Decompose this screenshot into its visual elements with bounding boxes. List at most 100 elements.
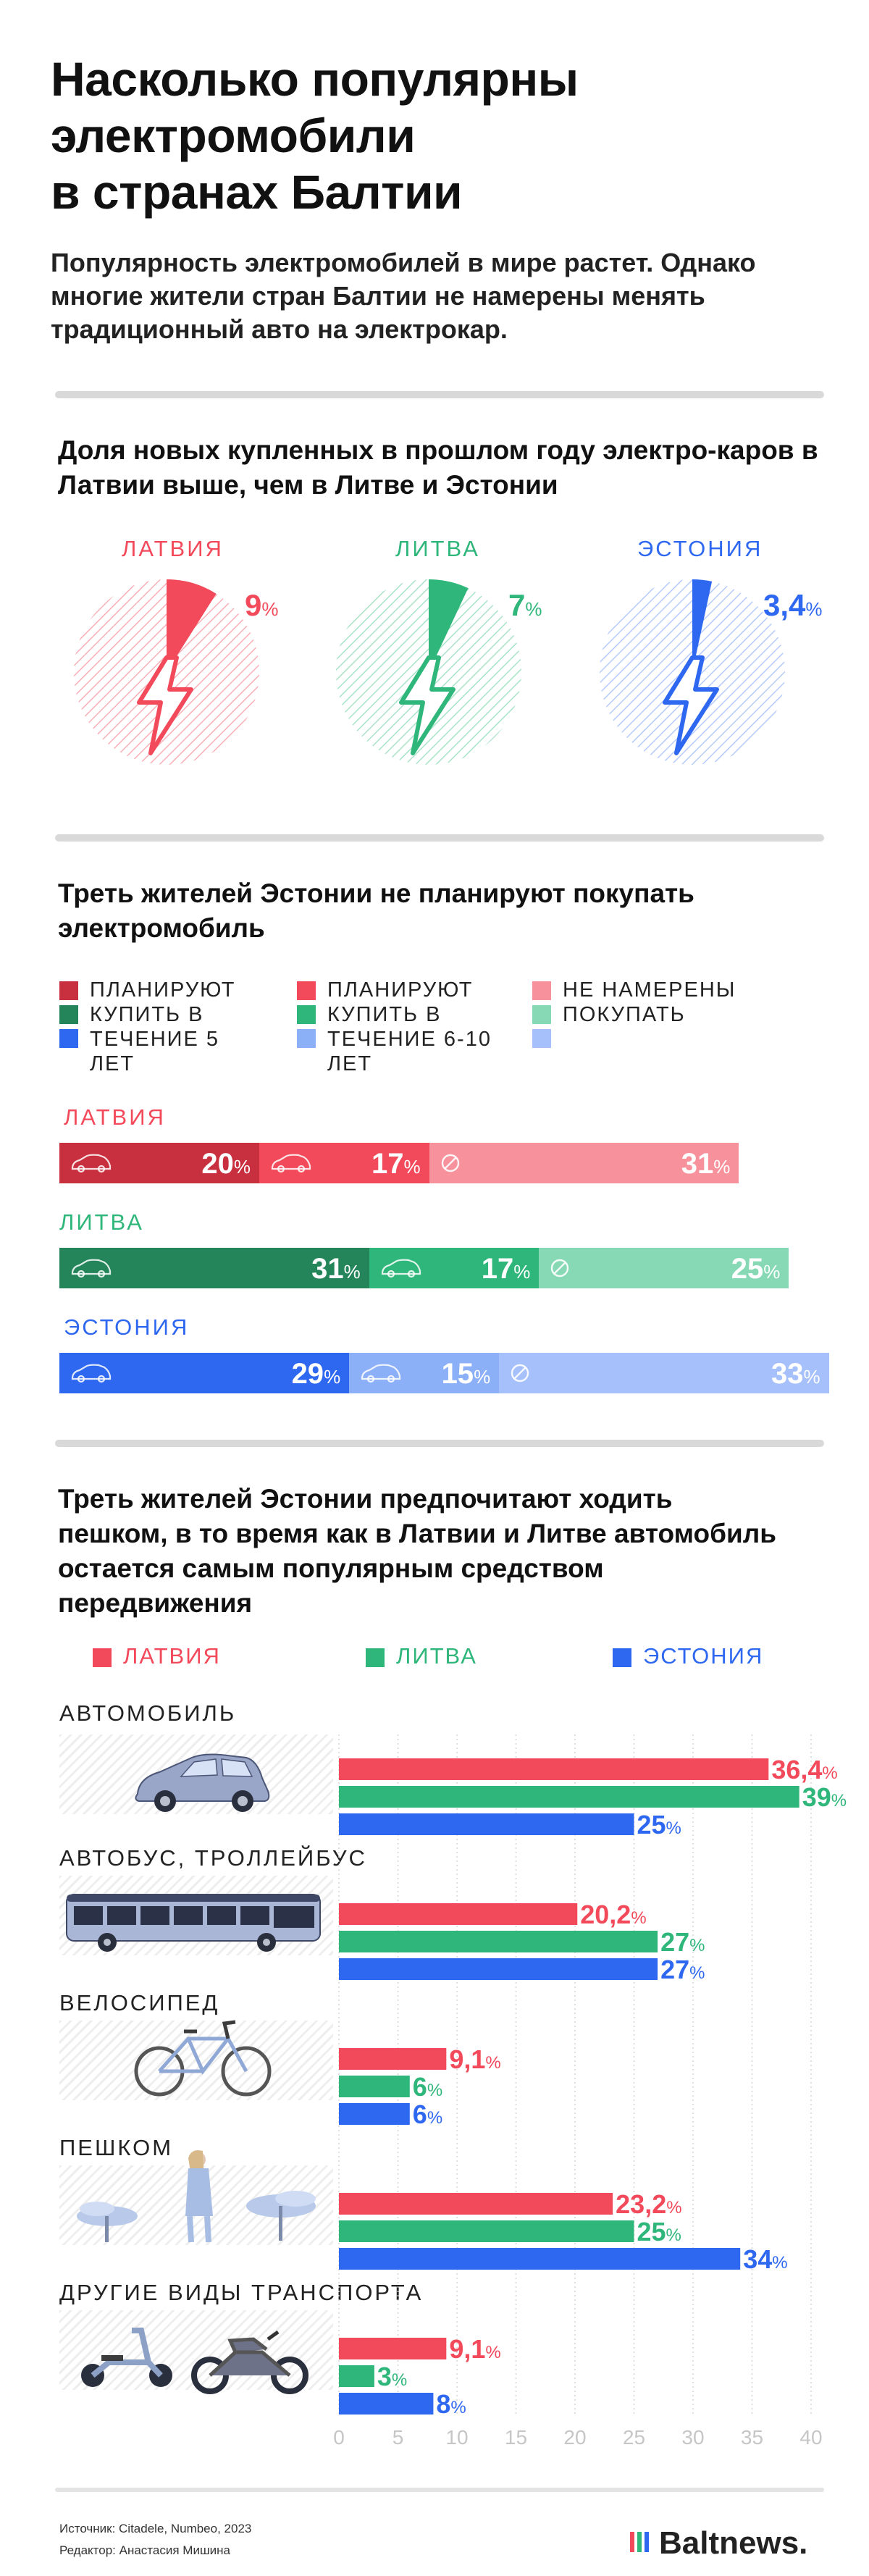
stack-segment: 33% xyxy=(499,1353,829,1393)
scooter-motorcycle-illustration xyxy=(81,2328,308,2394)
category-label: ВЕЛОСИПЕД xyxy=(59,1990,220,2015)
divider xyxy=(55,391,824,398)
hbar xyxy=(339,2338,447,2359)
legend-swatch xyxy=(59,1005,78,1024)
legend-6-10-years: ПЛАНИРУЮТ КУПИТЬ В ТЕЧЕНИЕ 6-10 ЛЕТ xyxy=(327,978,492,1075)
hbar xyxy=(339,2193,613,2215)
page-title: Насколько популярны электромобили в стра… xyxy=(51,51,818,220)
section3-title: Треть жителей Эстонии предпочитают ходит… xyxy=(58,1484,776,1618)
stack-segment: 15% xyxy=(349,1353,500,1393)
lead-text: Популярность электромобилей в мире расте… xyxy=(51,248,756,344)
source-text: Источник: Citadele, Numbeo, 2023 xyxy=(59,2522,252,2535)
pie-value-estonia: 3,4% xyxy=(763,588,823,622)
x-tick-label: 5 xyxy=(392,2426,404,2449)
car-icon xyxy=(359,1363,403,1387)
car-illustration xyxy=(135,1753,270,1812)
bicycle-illustration xyxy=(134,2020,272,2097)
pie-value-lithuania: 7% xyxy=(508,588,542,622)
pie-slice xyxy=(167,579,217,672)
legend-swatch xyxy=(297,1005,316,1024)
stack-segment: 29% xyxy=(59,1353,350,1393)
stack-value: 17% xyxy=(371,1148,421,1180)
legend-swatch xyxy=(59,1029,78,1048)
pie-label-estonia: ЭСТОНИЯ xyxy=(637,536,763,561)
stack-segment: 31% xyxy=(59,1248,369,1288)
x-tick-label: 40 xyxy=(799,2426,823,2449)
no-icon xyxy=(440,1153,461,1178)
stack-value: 20% xyxy=(201,1148,251,1180)
hbar xyxy=(339,1903,578,1925)
legend-swatch xyxy=(297,981,316,1000)
lightning-icon xyxy=(663,655,719,755)
hbar xyxy=(339,1931,658,1952)
legend-5-years: ПЛАНИРУЮТ КУПИТЬ В ТЕЧЕНИЕ 5 ЛЕТ xyxy=(90,978,236,1075)
title-line: электромобили xyxy=(51,109,416,162)
pie-charts xyxy=(74,579,785,765)
stack-segment: 17% xyxy=(259,1143,429,1183)
title-line: Насколько популярны xyxy=(51,52,579,106)
hbar xyxy=(339,2220,634,2242)
x-tick-label: 15 xyxy=(504,2426,528,2449)
hbar xyxy=(339,2103,410,2125)
pie-slice xyxy=(692,579,713,672)
hbar-value: 3% xyxy=(377,2362,408,2391)
hbar-value: 27% xyxy=(660,1927,705,1957)
hbar xyxy=(339,1958,658,1980)
x-tick-label: 20 xyxy=(563,2426,587,2449)
x-tick-label: 0 xyxy=(333,2426,345,2449)
hbar-value: 25% xyxy=(637,1810,681,1839)
transport-bar-chart xyxy=(338,1734,812,2415)
hbar-value: 9,1% xyxy=(449,2044,501,2074)
divider xyxy=(55,2488,824,2492)
stack-value: 25% xyxy=(731,1253,781,1285)
category-label: АВТОБУС, ТРОЛЛЕЙБУС xyxy=(59,1845,367,1871)
car-icon xyxy=(70,1258,113,1282)
category-label: АВТОМОБИЛЬ xyxy=(59,1700,237,1726)
section1-title: Доля новых купленных в прошлом году элек… xyxy=(58,435,818,500)
logo-text: Baltnews. xyxy=(659,2525,808,2561)
lightning-icon xyxy=(399,655,456,755)
stack-value: 31% xyxy=(681,1148,731,1180)
brand-logo: Baltnews. xyxy=(629,2525,807,2563)
legend-lithuania: ЛИТВА xyxy=(396,1643,477,1669)
hbar xyxy=(339,2248,741,2270)
hbar xyxy=(339,1758,769,1780)
legend-swatch-lithuania xyxy=(366,1648,385,1667)
stack-value: 29% xyxy=(291,1358,341,1390)
hbar-value: 9,1% xyxy=(449,2334,501,2364)
pie-label-lithuania: ЛИТВА xyxy=(395,536,480,561)
pie-value-latvia: 9% xyxy=(245,588,279,622)
no-icon xyxy=(549,1258,571,1283)
legend-swatch xyxy=(532,981,551,1000)
stack-label-estonia: ЭСТОНИЯ xyxy=(64,1314,190,1340)
pie-label-latvia: ЛАТВИЯ xyxy=(122,536,224,561)
hbar-value: 34% xyxy=(743,2244,788,2274)
hbar xyxy=(339,2393,434,2415)
stack-value: 31% xyxy=(311,1253,361,1285)
x-tick-label: 30 xyxy=(681,2426,705,2449)
x-tick-label: 35 xyxy=(740,2426,764,2449)
hbar-value: 20,2% xyxy=(580,1900,647,1929)
hbar-value: 39% xyxy=(802,1782,847,1812)
car-icon xyxy=(70,1363,113,1387)
hbar-value: 6% xyxy=(412,2099,443,2129)
bus-illustration xyxy=(66,1894,321,1952)
title-line: в странах Балтии xyxy=(51,165,463,219)
stack-value: 17% xyxy=(481,1253,531,1285)
logo-bars-icon xyxy=(629,2527,655,2563)
no-icon xyxy=(509,1363,531,1388)
divider xyxy=(55,1440,824,1447)
hbar-value: 27% xyxy=(660,1955,705,1984)
pedestrian-illustration xyxy=(77,2150,316,2243)
legend-swatch-estonia xyxy=(613,1648,631,1667)
car-icon xyxy=(269,1153,313,1177)
legend-latvia: ЛАТВИЯ xyxy=(123,1643,221,1669)
hbar xyxy=(339,2365,374,2387)
hbar-value: 8% xyxy=(436,2389,466,2419)
x-tick-label: 25 xyxy=(622,2426,646,2449)
legend-swatch xyxy=(297,1029,316,1048)
stack-segment: 31% xyxy=(429,1143,739,1183)
hbar xyxy=(339,1813,634,1835)
category-label: ПЕШКОМ xyxy=(59,2135,174,2160)
lightning-icon xyxy=(137,655,193,755)
